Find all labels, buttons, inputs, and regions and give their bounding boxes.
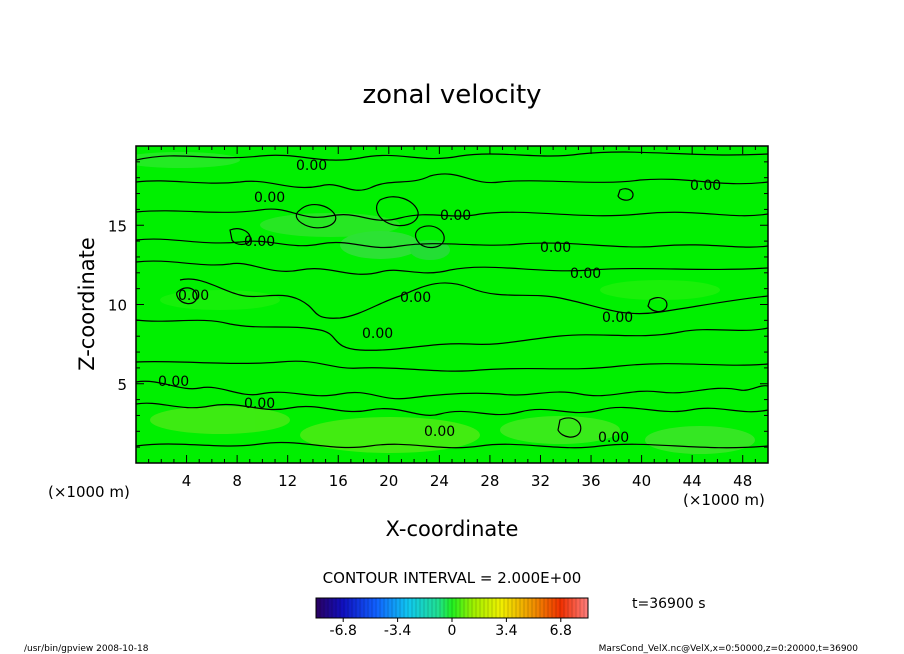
contour-label: 0.00 <box>178 288 209 304</box>
x-tick-label: 28 <box>480 472 499 490</box>
x-tick-label: 16 <box>329 472 348 490</box>
contour-label: 0.00 <box>570 266 601 282</box>
contour-line <box>136 260 768 275</box>
contour-label: 0.00 <box>598 430 629 446</box>
shading-patch <box>500 416 620 444</box>
y-tick-label: 15 <box>108 217 127 235</box>
colorbar-segments <box>319 598 585 618</box>
contour-line <box>617 188 634 201</box>
x-tick-label: 40 <box>632 472 651 490</box>
chart-title: zonal velocity <box>362 80 541 110</box>
contour-line <box>229 228 251 246</box>
y-tick-label: 10 <box>108 297 127 315</box>
colorbar-tick-label: 3.4 <box>495 623 517 639</box>
contour-lines <box>136 151 768 449</box>
colorbar-tick-label: 6.8 <box>550 623 572 639</box>
shading-patch <box>410 240 450 260</box>
contour-label: 0.00 <box>602 310 633 326</box>
contour-line <box>557 417 582 438</box>
shading-patch <box>340 231 420 259</box>
contour-label: 0.00 <box>540 240 571 256</box>
contour-line <box>136 441 768 449</box>
footer-right: MarsCond_VelX.nc@VelX,x=0:50000,z=0:2000… <box>599 644 859 654</box>
contour-label: 0.00 <box>158 374 189 390</box>
contour-labels: 0.00 0.00 0.00 0.00 0.00 0.00 0.00 0.00 … <box>158 158 721 446</box>
colorbar-tick-label: -6.8 <box>330 623 357 639</box>
shading-patch <box>645 426 755 454</box>
plot-area: 0.00 0.00 0.00 0.00 0.00 0.00 0.00 0.00 … <box>136 146 768 463</box>
contour-label: 0.00 <box>440 208 471 224</box>
colorbar-ticks: -6.8 -3.4 0 3.4 6.8 <box>330 618 572 639</box>
contour-label: 0.00 <box>690 178 721 194</box>
contour-line <box>136 380 768 400</box>
contour-line <box>136 360 768 372</box>
x-tick-label: 4 <box>182 472 192 490</box>
contour-line <box>179 278 768 319</box>
x-tick-label: 44 <box>683 472 702 490</box>
contour-line <box>136 319 768 351</box>
footer-left: /usr/bin/gpview 2008-10-18 <box>24 644 149 654</box>
contour-label: 0.00 <box>254 190 285 206</box>
contour-line <box>376 196 419 227</box>
contour-line <box>176 287 198 305</box>
x-tick-label: 32 <box>531 472 550 490</box>
x-tick-label: 8 <box>232 472 242 490</box>
y-axis: 5 10 15 <box>108 161 768 448</box>
contour-label: 0.00 <box>400 290 431 306</box>
shading-patch <box>300 417 480 453</box>
shading-patch <box>150 406 290 434</box>
x-tick-label: 48 <box>733 472 752 490</box>
contour-label: 0.00 <box>244 396 275 412</box>
contour-line <box>136 238 768 249</box>
colorbar-tick-label: -3.4 <box>384 623 411 639</box>
y-axis-label: Z-coordinate <box>75 237 99 371</box>
colorbar-tick-label: 0 <box>448 623 457 639</box>
contour-label: 0.00 <box>296 158 327 174</box>
contour-line <box>647 296 668 313</box>
shading-patch <box>600 280 720 300</box>
contour-interval-text: CONTOUR INTERVAL = 2.000E+00 <box>323 569 582 587</box>
x-axis-label: X-coordinate <box>386 517 519 541</box>
field-shading <box>136 152 755 454</box>
y-unit-label: (×1000 m) <box>48 483 130 501</box>
contour-line <box>136 173 768 191</box>
shading-patch <box>160 290 280 310</box>
time-label: t=36900 s <box>632 596 706 612</box>
contour-line <box>295 203 337 229</box>
contour-label: 0.00 <box>424 424 455 440</box>
x-tick-label: 20 <box>379 472 398 490</box>
contour-line <box>136 151 768 161</box>
contour-line <box>136 402 768 416</box>
x-tick-label: 24 <box>430 472 449 490</box>
contour-label: 0.00 <box>244 234 275 250</box>
x-unit-label: (×1000 m) <box>683 491 765 509</box>
x-axis: 4 8 12 16 20 24 28 32 36 40 44 48 <box>148 146 756 490</box>
y-tick-label: 5 <box>117 376 127 394</box>
contour-line <box>136 208 768 221</box>
x-tick-label: 36 <box>581 472 600 490</box>
contour-label: 0.00 <box>362 326 393 342</box>
x-tick-label: 12 <box>278 472 297 490</box>
contour-line <box>414 225 445 249</box>
